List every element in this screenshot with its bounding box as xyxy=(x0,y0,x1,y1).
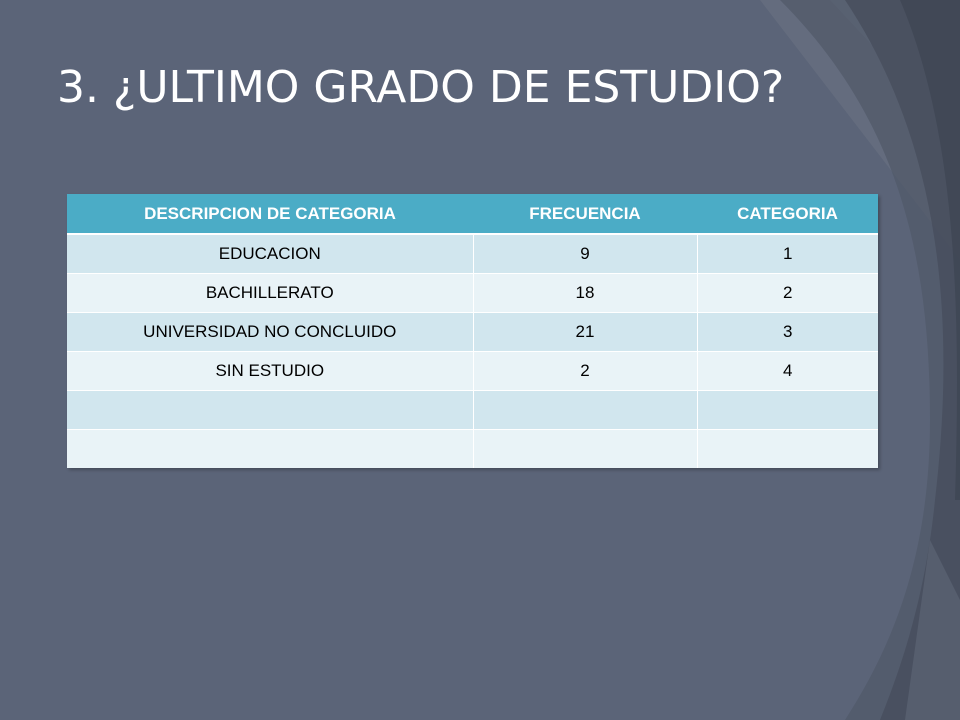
table-row-empty xyxy=(67,390,878,430)
table-row: SIN ESTUDIO 2 4 xyxy=(67,351,878,391)
slide-title: 3. ¿ULTIMO GRADO DE ESTUDIO? xyxy=(57,62,785,113)
cell-categoria: 2 xyxy=(696,273,878,313)
cell-frecuencia: 9 xyxy=(472,233,697,274)
cell-descripcion xyxy=(67,390,473,430)
cell-frecuencia xyxy=(472,429,697,468)
table-row: EDUCACION 9 1 xyxy=(67,233,878,274)
cell-descripcion: UNIVERSIDAD NO CONCLUIDO xyxy=(67,312,473,352)
cell-frecuencia: 2 xyxy=(472,351,697,391)
table-row: BACHILLERATO 18 2 xyxy=(67,273,878,313)
table-row-empty xyxy=(67,429,878,468)
cell-frecuencia: 18 xyxy=(472,273,697,313)
header-frecuencia: FRECUENCIA xyxy=(473,194,697,235)
cell-categoria xyxy=(696,429,878,468)
table-row: UNIVERSIDAD NO CONCLUIDO 21 3 xyxy=(67,312,878,352)
cell-categoria: 4 xyxy=(696,351,878,391)
cell-descripcion xyxy=(67,429,473,468)
header-descripcion: DESCRIPCION DE CATEGORIA xyxy=(67,194,473,235)
cell-categoria: 3 xyxy=(696,312,878,352)
cell-descripcion: BACHILLERATO xyxy=(67,273,473,313)
cell-categoria: 1 xyxy=(696,233,878,274)
table-header-row: DESCRIPCION DE CATEGORIA FRECUENCIA CATE… xyxy=(67,194,878,235)
cell-frecuencia: 21 xyxy=(472,312,697,352)
cell-categoria xyxy=(696,390,878,430)
header-categoria: CATEGORIA xyxy=(697,194,878,235)
cell-descripcion: SIN ESTUDIO xyxy=(67,351,473,391)
education-table: DESCRIPCION DE CATEGORIA FRECUENCIA CATE… xyxy=(67,194,878,468)
cell-descripcion: EDUCACION xyxy=(67,233,473,274)
cell-frecuencia xyxy=(472,390,697,430)
